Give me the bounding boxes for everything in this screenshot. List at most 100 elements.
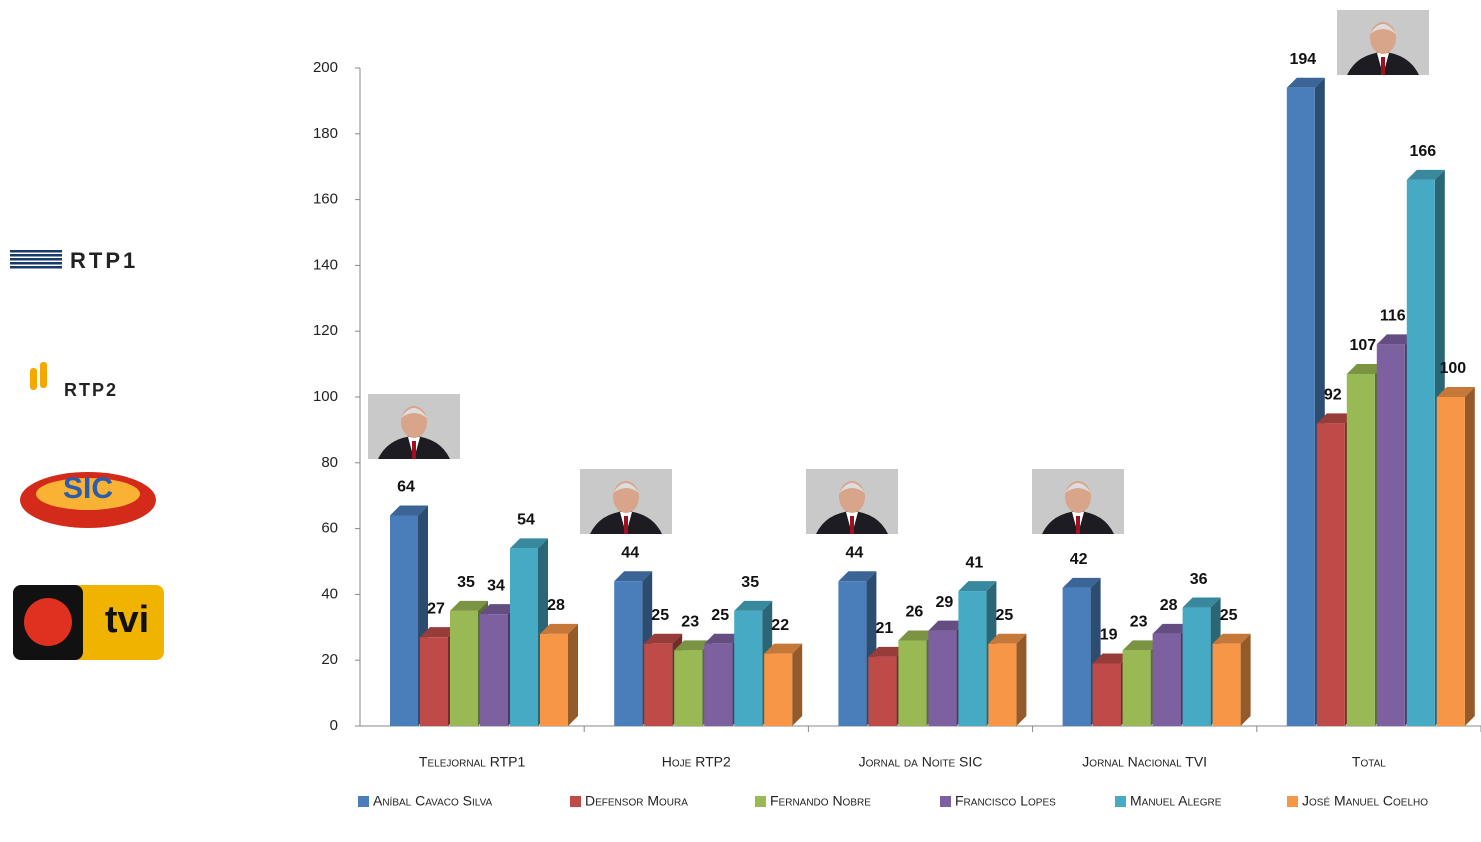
bar-side (1465, 387, 1475, 726)
logo-text: tvi (105, 599, 149, 641)
data-label: 107 (1349, 337, 1376, 354)
data-label: 25 (651, 607, 669, 624)
data-label: 28 (547, 597, 565, 614)
bar-side (568, 624, 578, 726)
bar (958, 591, 986, 726)
photo-tie (850, 516, 854, 534)
logo-text: RTP2 (64, 380, 118, 400)
bar-side (1016, 634, 1026, 726)
bar (928, 631, 956, 726)
data-label: 22 (771, 617, 789, 634)
bar (868, 657, 896, 726)
logo-stripe (10, 262, 62, 265)
data-label: 54 (517, 512, 535, 529)
legend-swatch (1287, 796, 1298, 807)
legend-label: Defensor Moura (585, 793, 688, 809)
logo-mark (40, 362, 47, 388)
photo-tie (1076, 516, 1080, 534)
x-tick-label: Total (1352, 754, 1386, 770)
legend-swatch (1115, 796, 1126, 807)
data-label: 64 (397, 479, 415, 496)
data-label: 23 (1130, 614, 1148, 631)
bar (510, 548, 538, 726)
y-tick-label: 120 (313, 322, 338, 339)
photo-tie (412, 441, 416, 459)
legend-swatch (570, 796, 581, 807)
data-label: 35 (741, 574, 759, 591)
photo-tie (1381, 57, 1385, 75)
data-label: 19 (1100, 627, 1118, 644)
data-label: 92 (1324, 387, 1342, 404)
y-tick-label: 160 (313, 191, 338, 208)
y-tick-label: 140 (313, 256, 338, 273)
data-label: 116 (1380, 308, 1406, 325)
data-label: 41 (966, 554, 984, 571)
data-label: 25 (711, 607, 729, 624)
chart: RTP1RTP2SICtvi02040608010012014016018020… (0, 0, 1481, 837)
legend-swatch (358, 796, 369, 807)
bar (838, 581, 866, 726)
logo-stripe (10, 254, 62, 257)
bar (644, 644, 672, 726)
data-label: 44 (621, 544, 639, 561)
logo-mark (30, 368, 37, 390)
bar (1437, 397, 1465, 726)
bar (988, 644, 1016, 726)
x-tick-label: Jornal Nacional TVI (1082, 754, 1207, 770)
bar (1213, 644, 1241, 726)
bar (764, 654, 792, 726)
logo-stripe (10, 258, 62, 261)
photo-tie (624, 516, 628, 534)
y-tick-label: 60 (321, 520, 338, 537)
bar-side (792, 644, 802, 726)
bar (1317, 423, 1345, 726)
bar (704, 644, 732, 726)
bar (1093, 663, 1121, 726)
y-tick-label: 100 (313, 388, 338, 405)
bar (1063, 588, 1091, 726)
data-label: 23 (681, 614, 699, 631)
y-tick-label: 200 (313, 59, 338, 76)
logo-mark (24, 598, 72, 646)
logo-stripe (10, 250, 62, 253)
bar-side (1241, 634, 1251, 726)
bar (420, 637, 448, 726)
data-label: 21 (876, 620, 894, 637)
legend-label: Fernando Nobre (770, 793, 871, 809)
data-label: 36 (1190, 571, 1208, 588)
legend-label: Manuel Alegre (1130, 793, 1222, 809)
bar (734, 611, 762, 726)
legend-label: Aníbal Cavaco Silva (373, 793, 493, 809)
x-tick-label: Telejornal RTP1 (419, 754, 526, 770)
x-tick-label: Hoje RTP2 (662, 754, 731, 770)
bar (1287, 88, 1315, 726)
logo-text: SIC (63, 472, 113, 505)
data-label: 166 (1409, 143, 1436, 160)
y-tick-label: 80 (321, 454, 338, 471)
data-label: 100 (1439, 360, 1466, 377)
data-label: 26 (906, 604, 924, 621)
legend-label: José Manuel Coelho (1302, 793, 1428, 809)
data-label: 28 (1160, 597, 1178, 614)
legend-swatch (940, 796, 951, 807)
legend-label: Francisco Lopes (955, 793, 1056, 809)
bar (1407, 180, 1435, 726)
bar (1377, 344, 1405, 726)
legend-swatch (755, 796, 766, 807)
bar (674, 650, 702, 726)
logo-text: RTP1 (70, 248, 138, 273)
bar (540, 634, 568, 726)
bar (450, 611, 478, 726)
bar (1123, 650, 1151, 726)
y-tick-label: 40 (321, 585, 338, 602)
logo-stripe (10, 266, 62, 269)
data-label: 194 (1289, 51, 1316, 68)
bar (898, 640, 926, 726)
data-label: 27 (427, 600, 445, 617)
data-label: 35 (457, 574, 475, 591)
data-label: 42 (1070, 551, 1088, 568)
data-label: 34 (487, 577, 505, 594)
bar (390, 515, 418, 726)
data-label: 25 (1220, 607, 1238, 624)
bar (1347, 374, 1375, 726)
